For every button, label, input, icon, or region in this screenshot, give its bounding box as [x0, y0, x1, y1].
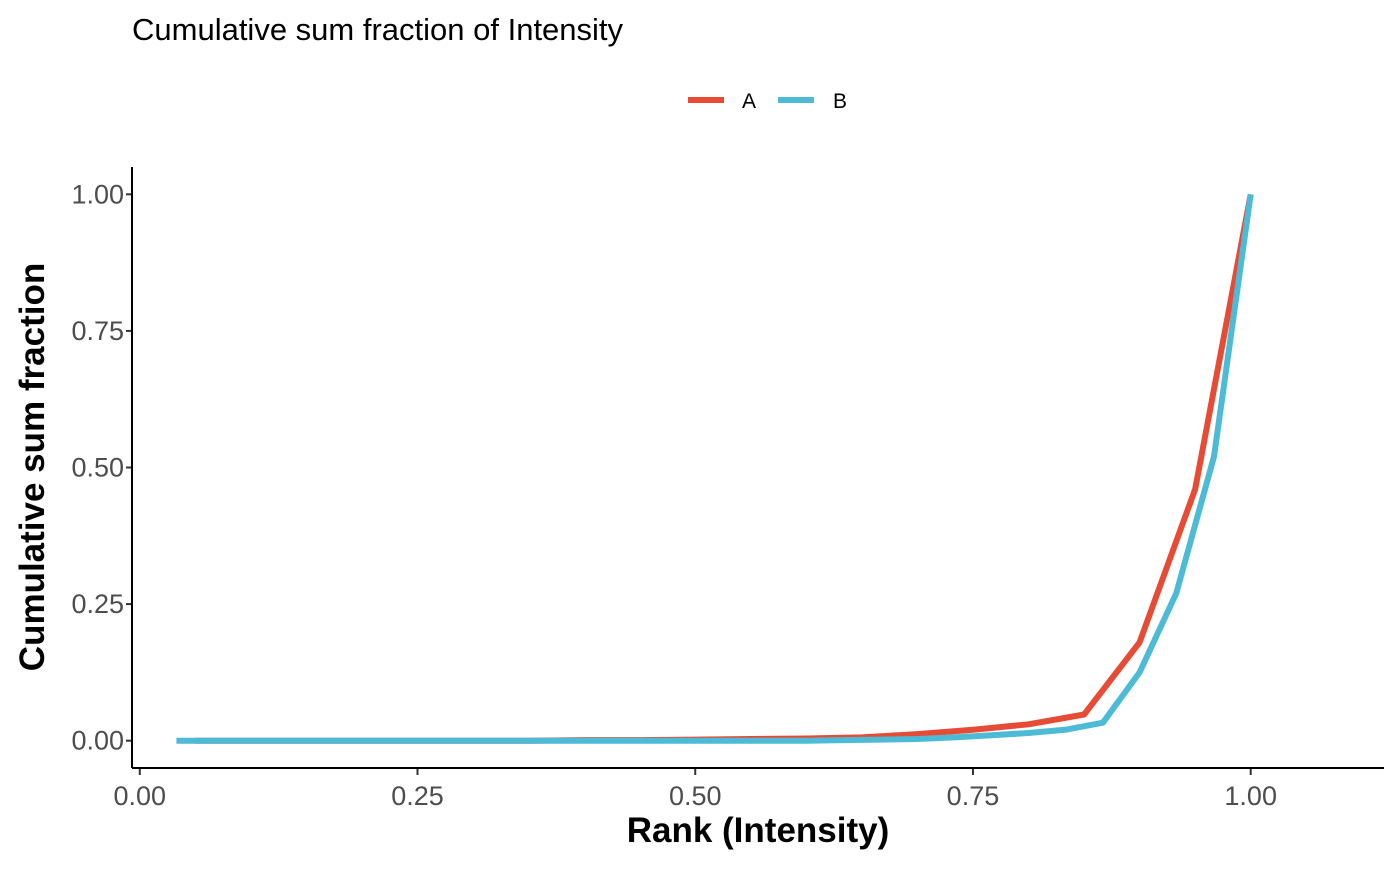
y-tick-label: 0.25: [71, 589, 124, 619]
y-tick-label: 0.50: [71, 453, 124, 483]
x-axis-title: Rank (Intensity): [627, 811, 890, 850]
y-tick-label: 0.75: [71, 316, 124, 346]
y-tick-label: 0.00: [71, 726, 124, 756]
y-tick-label: 1.00: [71, 179, 124, 209]
y-axis-title: Cumulative sum fraction: [13, 263, 52, 671]
x-tick-label: 0.25: [391, 781, 444, 811]
series-line-a: [195, 193, 1254, 744]
x-tick-label: 0.75: [947, 781, 1000, 811]
legend: A B: [688, 90, 847, 113]
x-tick-label: 1.00: [1224, 781, 1277, 811]
chart-title: Cumulative sum fraction of Intensity: [132, 12, 624, 47]
series-layer: [176, 193, 1254, 744]
legend-label-a: A: [742, 90, 756, 113]
x-axis-ticks: 0.00 0.25 0.50 0.75 1.00: [113, 768, 1277, 811]
x-tick-label: 0.50: [669, 781, 722, 811]
series-line-b: [176, 193, 1254, 744]
y-axis-ticks: 0.00 0.25 0.50 0.75 1.00: [71, 179, 132, 756]
x-tick-label: 0.00: [113, 781, 166, 811]
legend-label-b: B: [833, 90, 847, 113]
